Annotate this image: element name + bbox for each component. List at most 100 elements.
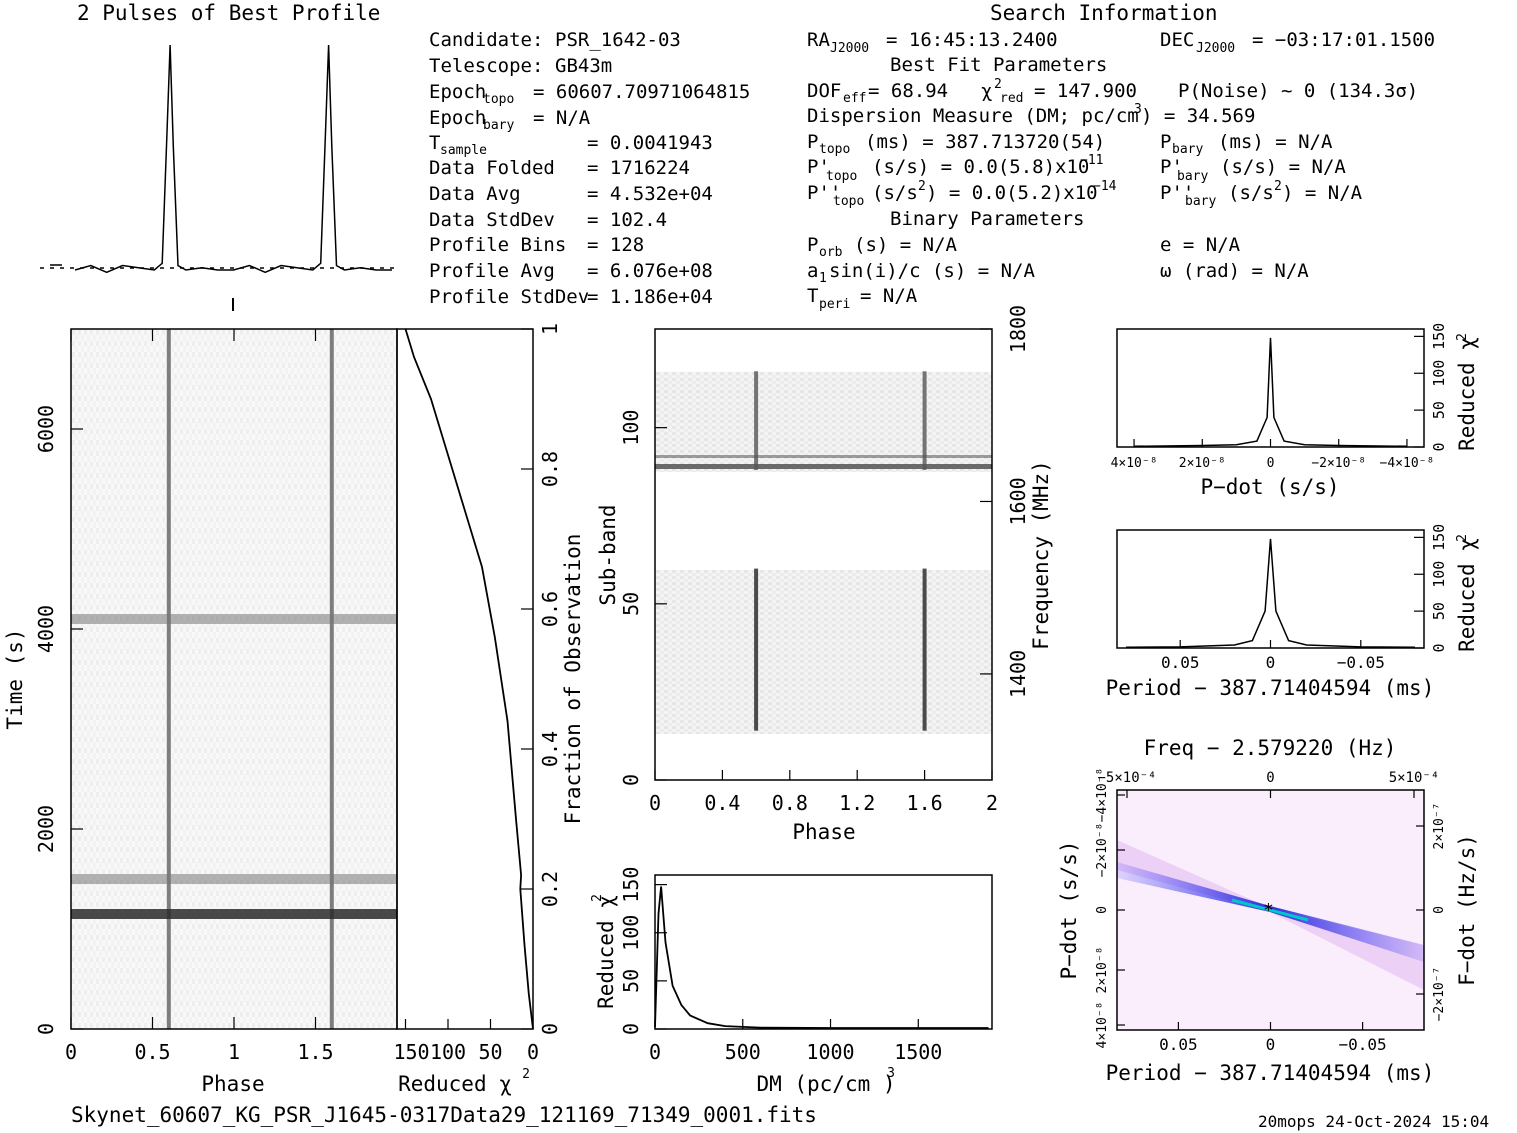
phase-time-ytick-label-3: 6000: [34, 405, 58, 453]
ppdot-ytick-label-4: −4×10⁻⁸: [1095, 768, 1110, 823]
pdot-chi2-xtick-label-4: −4×10⁻⁸: [1380, 456, 1435, 471]
ptopo-value: (ms) = 387.713720(54): [865, 131, 1105, 153]
dm-xtick-label-0: 0: [649, 1040, 661, 1064]
footer-stamp: 20mops 24-Oct-2024 15:04: [1258, 1112, 1489, 1131]
data-stddev-label: Data StdDev: [429, 209, 555, 231]
dm-ytick-label-1: 50: [619, 969, 643, 993]
phase-time-xtick-label-2: 1: [228, 1040, 240, 1064]
period-chi2-line: [1125, 538, 1416, 649]
pdot-topo-exp: −11: [1080, 153, 1103, 168]
dm-ytick-label-2: 100: [619, 915, 643, 951]
chi2-fraction-xtick-label-2: 50: [478, 1040, 502, 1064]
ppdot-title: Freq − 2.579220 (Hz): [1144, 736, 1397, 760]
subband-ytick-label-1: 50: [619, 592, 643, 616]
dm-ticks: 0 500 1000 1500 0 50 100 150 DM (pc/cm )3 Reduced…: [590, 867, 942, 1096]
dm-line: [654, 886, 989, 1029]
period-chi2-xtick-label-1: 0: [1266, 653, 1276, 672]
pddot-topo-units: (s/s: [872, 182, 918, 204]
pdot-chi2-ticks: 4×10⁻⁸ 2×10⁻⁸ 0 −2×10⁻⁸ −4×10⁻⁸ 0 50 100 150 P−do…: [1111, 323, 1479, 499]
subband-pulse-1-0: [922, 568, 927, 731]
pnoise: P(Noise) ~ 0 (134.3σ): [1178, 80, 1418, 102]
ppdot-ylabel: P−dot (s/s): [1057, 840, 1081, 979]
pddot-bary-value: ) = N/A: [1282, 182, 1363, 204]
subband-xtick-label-3: 1.2: [839, 791, 875, 815]
chi2-fraction-ylabel: Fraction of Observation: [561, 534, 585, 825]
ecc-value: e = N/A: [1160, 234, 1241, 256]
subband-strong-row-2: [655, 455, 992, 458]
pdot-topo-label: P': [807, 156, 830, 178]
dof-sub: eff: [843, 91, 866, 106]
period-chi2-xlabel: Period − 387.71404594 (ms): [1106, 676, 1435, 700]
subband-frame: [654, 328, 993, 781]
profile-avg-value: = 6.076e+08: [587, 260, 713, 282]
dm-xlabel: DM (pc/cm ): [756, 1072, 895, 1096]
phase-time-xtick-label-1: 0.5: [134, 1040, 170, 1064]
chi2-fraction-xtick-label-3: 0: [527, 1040, 539, 1064]
period-chi2-ticks: 0.05 0 −0.05 0 50 100 150 Period − 387.71404594…: [1106, 524, 1479, 700]
pdot-chi2-ylabel: Reduced χ: [1455, 337, 1479, 451]
dec-value: = −03:17:01.1500: [1252, 29, 1435, 51]
a1-sub: 1: [819, 271, 827, 286]
pbary-sub: bary: [1172, 142, 1203, 157]
profile-bins-label: Profile Bins: [429, 234, 566, 256]
subband-lower-block: [655, 570, 992, 734]
ppdot-x2tick-label-1: 0: [1266, 770, 1274, 786]
chi2-fraction-ytick-label-0: 0: [538, 1023, 562, 1035]
binary-title: Binary Parameters: [890, 208, 1084, 230]
epoch-topo-label: Epoch: [429, 81, 486, 103]
subband-ylabel: Sub-band: [596, 504, 620, 605]
pdot-chi2-ytick-label-0: 0: [1430, 442, 1448, 451]
dm-value: ) = 34.569: [1141, 105, 1255, 127]
ppdot-xtick-label-1: 0: [1266, 1035, 1276, 1054]
tsample-sub: sample: [440, 143, 487, 158]
epoch-bary-sub: bary: [483, 118, 514, 133]
candidate-label: Candidate:: [429, 29, 543, 51]
a1-label: a: [807, 260, 818, 282]
ppdot-xtick-label-0: 0.05: [1159, 1035, 1198, 1054]
phase-time-pulse-column-0: [166, 329, 171, 1029]
phase-time-rows: [71, 329, 397, 1029]
subband-plot: 0 0.4 0.8 1.2 1.6 2 0 50 100 1400 1600 1800 Phase Sub…: [596, 305, 1053, 844]
dec-sub: J2000: [1196, 41, 1235, 56]
pddot-topo-label: P'': [807, 182, 841, 204]
dm-sup: 3: [1134, 102, 1142, 117]
ra-sub: J2000: [830, 41, 869, 56]
profile-avg-label: Profile Avg: [429, 260, 555, 282]
subband-ytick-label-0: 0: [619, 774, 643, 786]
ppdot-xtick-label-2: −0.05: [1339, 1035, 1387, 1054]
phase-time-ylabel: Time (s): [3, 628, 27, 729]
pdot-chi2-xtick-label-2: 0: [1267, 456, 1275, 471]
phase-time-bright-row-2: [71, 614, 397, 624]
pbary-label: P: [1160, 131, 1171, 153]
a1-value: sin(i)/c (s) = N/A: [829, 260, 1035, 282]
profile-line: [74, 44, 392, 274]
ppdot-y2tick-label-1: 0: [1432, 906, 1447, 914]
dm-label: Dispersion Measure (DM; pc/cm: [807, 105, 1139, 127]
dm-xtick-label-1: 500: [725, 1040, 761, 1064]
info-column-1: Candidate: PSR_1642-03 Telescope: GB43m …: [429, 29, 750, 308]
ppdot-ridge: [1117, 862, 1424, 962]
telescope-value: GB43m: [555, 55, 612, 77]
pddot-topo-exp: −14: [1093, 179, 1117, 194]
ptopo-label: P: [807, 131, 818, 153]
subband-xtick-label-5: 2: [986, 791, 998, 815]
porb-label: P: [807, 234, 818, 256]
phase-time-image: [71, 329, 397, 1029]
chi2-fraction-xlabel: Reduced χ: [398, 1072, 512, 1096]
epoch-bary-label: Epoch: [429, 107, 486, 129]
epoch-bary-value: = N/A: [533, 107, 591, 129]
subband-pulse-columns: [754, 371, 927, 731]
pdot-chi2-ytick-label-1: 50: [1430, 401, 1448, 419]
ppdot-ytick-label-1: 2×10⁻⁸: [1095, 947, 1110, 994]
pddot-bary-sup: 2: [1274, 179, 1282, 194]
phase-time-plot: 0 0.5 1 1.5 0 2000 4000 6000 Phase Time (s): [3, 328, 398, 1096]
ppdot-y2tick-label-0: −2×10⁻⁷: [1432, 967, 1447, 1022]
chi2-fraction-ticks: 150 100 50 0 0 0.2 0.4 0.6 0.8 1 Reduced χ 2 Fractio…: [393, 323, 585, 1096]
dm-plot: 0 500 1000 1500 0 50 100 150 DM (pc/cm )3 Reduced…: [590, 867, 993, 1096]
pdot-chi2-plot: 4×10⁻⁸ 2×10⁻⁸ 0 −2×10⁻⁸ −4×10⁻⁸ 0 50 100 150 P−do…: [1111, 323, 1479, 499]
period-chi2-ytick-label-2: 100: [1430, 561, 1448, 588]
phase-time-ytick-label-0: 0: [34, 1023, 58, 1035]
period-chi2-xtick-label-0: 0.05: [1161, 653, 1200, 672]
pdot-chi2-ylabel-sup: 2: [1455, 333, 1470, 341]
